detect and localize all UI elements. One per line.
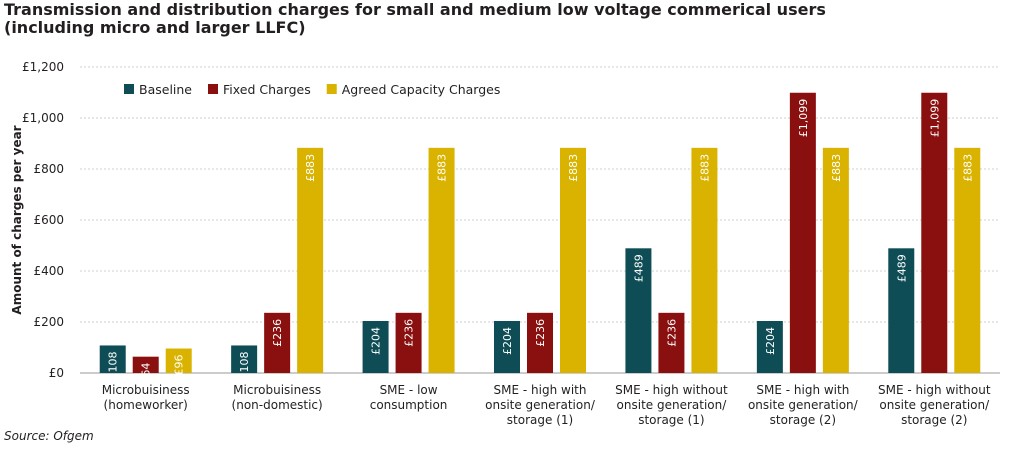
bar-value-label: £108 — [238, 351, 251, 379]
bar — [756, 320, 783, 373]
chart-title-line-1: Transmission and distribution charges fo… — [4, 0, 826, 19]
bar-value-label: £1,099 — [928, 99, 941, 138]
bar-value-label: £204 — [501, 327, 514, 355]
x-category-label: SME - low — [380, 383, 438, 397]
bar-value-label: £64 — [140, 363, 153, 384]
legend-label: Fixed Charges — [223, 82, 311, 97]
chart-title-line-2: (including micro and larger LLFC) — [4, 18, 306, 37]
bar-value-label: £883 — [698, 154, 711, 182]
bar-value-label: £96 — [173, 355, 186, 376]
bar — [789, 92, 816, 373]
y-tick-label: £800 — [33, 162, 64, 176]
source-note: Source: Ofgem — [4, 429, 94, 443]
legend-swatch — [326, 84, 337, 94]
y-tick-label: £400 — [33, 264, 64, 278]
bar — [132, 356, 159, 373]
bar — [165, 348, 192, 373]
x-category-label: (non-domestic) — [232, 398, 323, 412]
x-category-label: consumption — [370, 398, 448, 412]
bar — [231, 345, 258, 373]
y-tick-label: £1,000 — [22, 111, 64, 125]
bar-value-label: £883 — [830, 154, 843, 182]
legend-label: Agreed Capacity Charges — [342, 82, 501, 97]
x-category-label: onsite generation/ — [879, 398, 990, 412]
x-category-label: SME - high without — [878, 383, 991, 397]
y-axis-title: Amount of charges per year — [10, 125, 24, 314]
bar-value-label: £883 — [436, 154, 449, 182]
x-category-label: SME - high with — [494, 383, 587, 397]
bar — [527, 312, 553, 373]
y-tick-label: £600 — [33, 213, 64, 227]
x-category-label: storage (2) — [901, 413, 967, 427]
x-category-label: Microbuisiness — [233, 383, 321, 397]
x-category-label: SME - high without — [615, 383, 728, 397]
bar — [395, 312, 422, 373]
bar-value-label: £204 — [764, 327, 777, 355]
y-tick-label: £200 — [33, 315, 64, 329]
chart-title: Transmission and distribution charges fo… — [4, 1, 1004, 37]
bar — [99, 345, 126, 373]
bar — [362, 320, 389, 373]
x-category-label: (homeworker) — [104, 398, 188, 412]
bar — [888, 248, 915, 373]
y-tick-label: £0 — [49, 366, 64, 380]
bar — [625, 248, 652, 373]
bar-value-label: £489 — [632, 254, 645, 282]
bar-value-label: £883 — [567, 154, 580, 182]
bar-value-label: £883 — [961, 154, 974, 182]
bar-value-label: £236 — [665, 319, 678, 347]
bar — [658, 312, 685, 373]
x-category-label: storage (2) — [770, 413, 836, 427]
bar — [921, 92, 948, 373]
legend-swatch — [208, 84, 218, 94]
bar-value-label: £236 — [271, 319, 284, 347]
bar-value-label: £204 — [370, 327, 383, 355]
x-category-label: storage (1) — [507, 413, 573, 427]
bar-value-label: £489 — [895, 254, 908, 282]
legend-swatch — [124, 84, 134, 94]
bar-value-label: £236 — [403, 319, 416, 347]
x-category-label: onsite generation/ — [748, 398, 859, 412]
x-category-label: onsite generation/ — [485, 398, 596, 412]
x-category-label: SME - high with — [756, 383, 849, 397]
bar — [428, 147, 455, 373]
bar-value-label: £236 — [534, 319, 547, 347]
bar — [560, 147, 586, 373]
bar-value-label: £108 — [107, 351, 120, 379]
y-tick-label: £1,200 — [22, 60, 64, 74]
bar — [264, 312, 291, 373]
legend-label: Baseline — [139, 82, 192, 97]
bar — [297, 147, 324, 373]
bar — [691, 147, 718, 373]
x-category-label: Microbuisiness — [102, 383, 190, 397]
x-category-label: onsite generation/ — [617, 398, 728, 412]
bar — [954, 147, 981, 373]
bar-value-label: £1,099 — [797, 99, 810, 138]
bar — [822, 147, 849, 373]
x-category-label: storage (1) — [638, 413, 704, 427]
bar — [494, 320, 520, 373]
bar-value-label: £883 — [304, 154, 317, 182]
